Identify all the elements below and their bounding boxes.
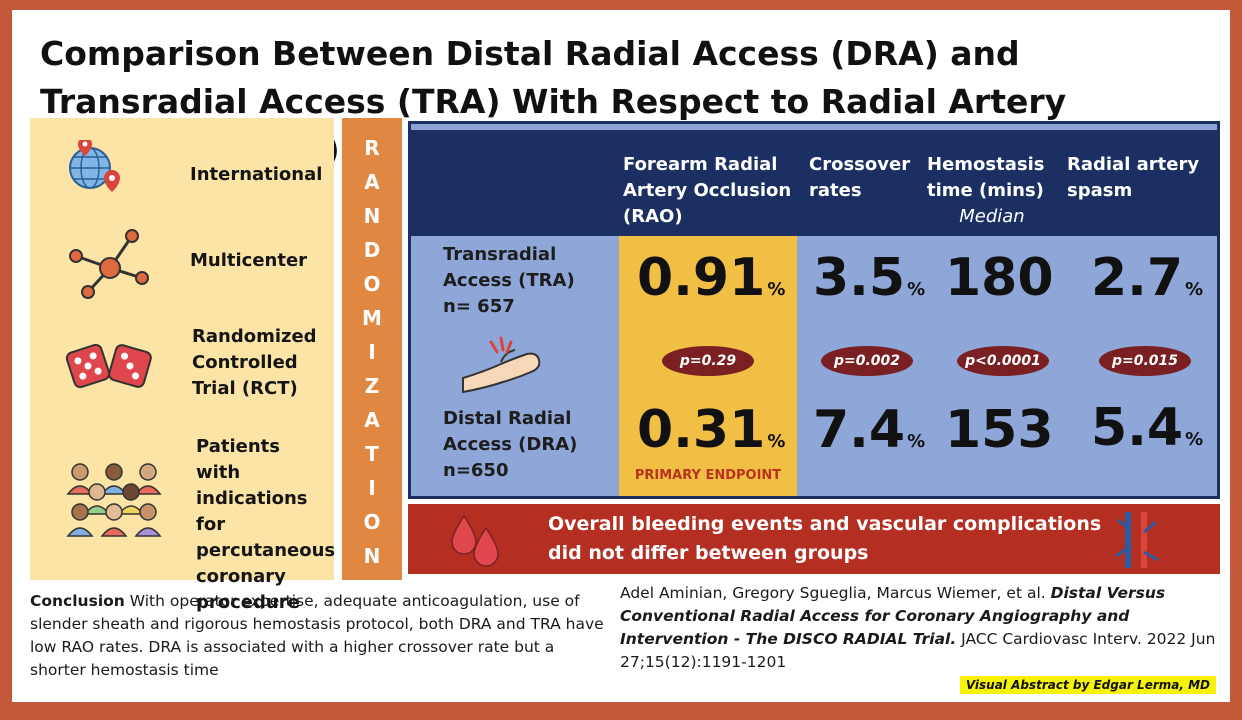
dice-icon [65,343,152,389]
feature-label: Multicenter [190,250,308,271]
primary-endpoint-label: PRIMARY ENDPOINT [634,468,782,483]
citation-title: Distal Versus Conventional Radial Access… [620,584,1166,648]
randomization-bar: R A N D O M I Z A T I O N [342,118,402,580]
randomization-letter: N [363,544,381,568]
randomization-letter: M [362,306,382,330]
people-icon [66,463,162,537]
table-header: Forearm Radial Artery Occlusion (RAO) Cr… [411,124,1217,236]
value-dra-crossover: 7.4% [813,400,926,460]
p-value-rao: p=0.29 [662,346,754,376]
table-body: Transradial Access (TRA) n= 657 0.91% 3.… [411,236,1217,496]
feature-label: Randomized Controlled Trial (RCT) [192,326,317,399]
blood-drops-icon [451,514,499,567]
visual-abstract-card: Comparison Between Distal Radial Access … [12,10,1230,702]
study-features-panel: International Multicenter [30,118,335,613]
bleeding-text: Overall bleeding events and vascular com… [548,513,1102,564]
randomization-letter: T [365,442,379,466]
p-value-spasm: p=0.015 [1099,346,1191,376]
randomization-letter: D [363,238,381,262]
randomization-letter: A [364,408,380,432]
conclusion-label: Conclusion [30,592,125,610]
value-dra-spasm: 5.4% [1091,398,1204,458]
results-table: Forearm Radial Artery Occlusion (RAO) Cr… [408,121,1220,499]
randomization-letter: I [368,476,376,500]
blood-vessel-icon [1115,512,1159,568]
conclusion-text: With operator expertise, adequate antico… [30,592,604,679]
citation-journal: JACC Cardiovasc Interv. 2022 Jun 27;15(1… [620,630,1216,671]
randomization-letter: A [364,170,380,194]
value-dra-hemostasis: 153 [945,400,1054,460]
citation-authors: Adel Aminian, Gregory Sgueglia, Marcus W… [620,584,1051,602]
feature-international: International [30,136,334,206]
row-label-tra: Transradial Access (TRA) n= 657 [443,244,575,317]
randomization-letter: Z [364,374,380,398]
value-tra-crossover: 3.5% [813,248,926,308]
header-hemostasis: Hemostasis time (mins) Median [927,152,1057,230]
feature-patients: Patients with indications for percutaneo… [30,430,335,613]
globe-pin-icon [69,140,120,192]
network-icon [69,229,149,299]
randomization-letter: N [363,204,381,228]
author-credit: Visual Abstract by Edgar Lerma, MD [959,676,1216,694]
wrist-pain-icon [462,336,541,394]
randomization-letter: O [363,510,381,534]
header-hemostasis-sub: Median [959,206,1025,227]
row-label-dra: Distal Radial Access (DRA) n=650 [443,408,578,481]
value-dra-rao: 0.31% [637,400,786,460]
feature-rct: Randomized Controlled Trial (RCT) [30,318,334,408]
value-tra-rao: 0.91% [637,248,786,308]
page-title: Comparison Between Distal Radial Access … [40,34,1067,169]
conclusion: Conclusion With operator expertise, adeq… [30,590,610,682]
p-value-hemostasis: p<0.0001 [957,346,1049,376]
feature-multicenter: Multicenter [30,218,334,308]
value-tra-hemostasis: 180 [945,248,1054,308]
bleeding-banner: Overall bleeding events and vascular com… [408,504,1220,574]
header-rao: Forearm Radial Artery Occlusion (RAO) [623,154,792,227]
p-value-crossover: p=0.002 [821,346,913,376]
randomization-letter: R [364,136,380,160]
randomization-letter: I [368,340,376,364]
header-crossover: Crossover rates [809,154,911,201]
citation: Adel Aminian, Gregory Sgueglia, Marcus W… [620,582,1220,674]
feature-label: Patients with indications for percutaneo… [196,436,336,613]
randomization-letter: O [363,272,381,296]
value-tra-spasm: 2.7% [1091,248,1204,308]
header-spasm: Radial artery spasm [1067,154,1200,201]
feature-label: International [190,164,323,185]
